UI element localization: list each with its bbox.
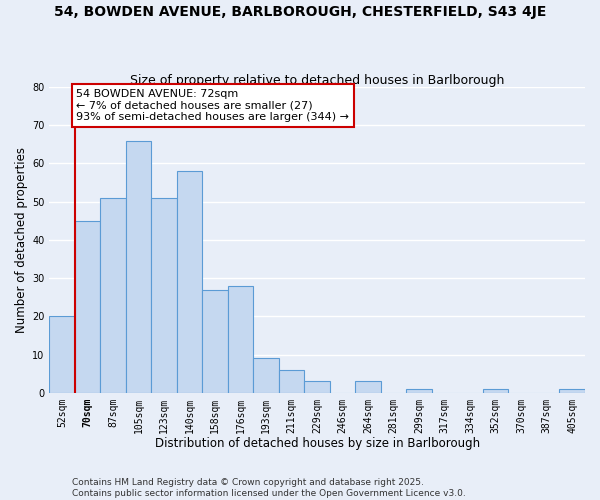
Bar xyxy=(559,389,585,392)
Bar xyxy=(75,221,100,392)
Bar xyxy=(202,290,228,393)
Bar xyxy=(228,286,253,393)
Bar xyxy=(100,198,126,392)
Bar xyxy=(355,382,381,392)
Bar xyxy=(151,198,177,392)
X-axis label: Distribution of detached houses by size in Barlborough: Distribution of detached houses by size … xyxy=(155,437,480,450)
Text: 54 BOWDEN AVENUE: 72sqm
← 7% of detached houses are smaller (27)
93% of semi-det: 54 BOWDEN AVENUE: 72sqm ← 7% of detached… xyxy=(76,89,349,122)
Bar xyxy=(177,171,202,392)
Bar xyxy=(49,316,75,392)
Bar xyxy=(406,389,432,392)
Text: Contains HM Land Registry data © Crown copyright and database right 2025.
Contai: Contains HM Land Registry data © Crown c… xyxy=(72,478,466,498)
Bar xyxy=(279,370,304,392)
Bar xyxy=(253,358,279,392)
Y-axis label: Number of detached properties: Number of detached properties xyxy=(15,147,28,333)
Bar xyxy=(304,382,330,392)
Bar xyxy=(126,140,151,392)
Text: 54, BOWDEN AVENUE, BARLBOROUGH, CHESTERFIELD, S43 4JE: 54, BOWDEN AVENUE, BARLBOROUGH, CHESTERF… xyxy=(54,5,546,19)
Title: Size of property relative to detached houses in Barlborough: Size of property relative to detached ho… xyxy=(130,74,505,87)
Bar xyxy=(483,389,508,392)
